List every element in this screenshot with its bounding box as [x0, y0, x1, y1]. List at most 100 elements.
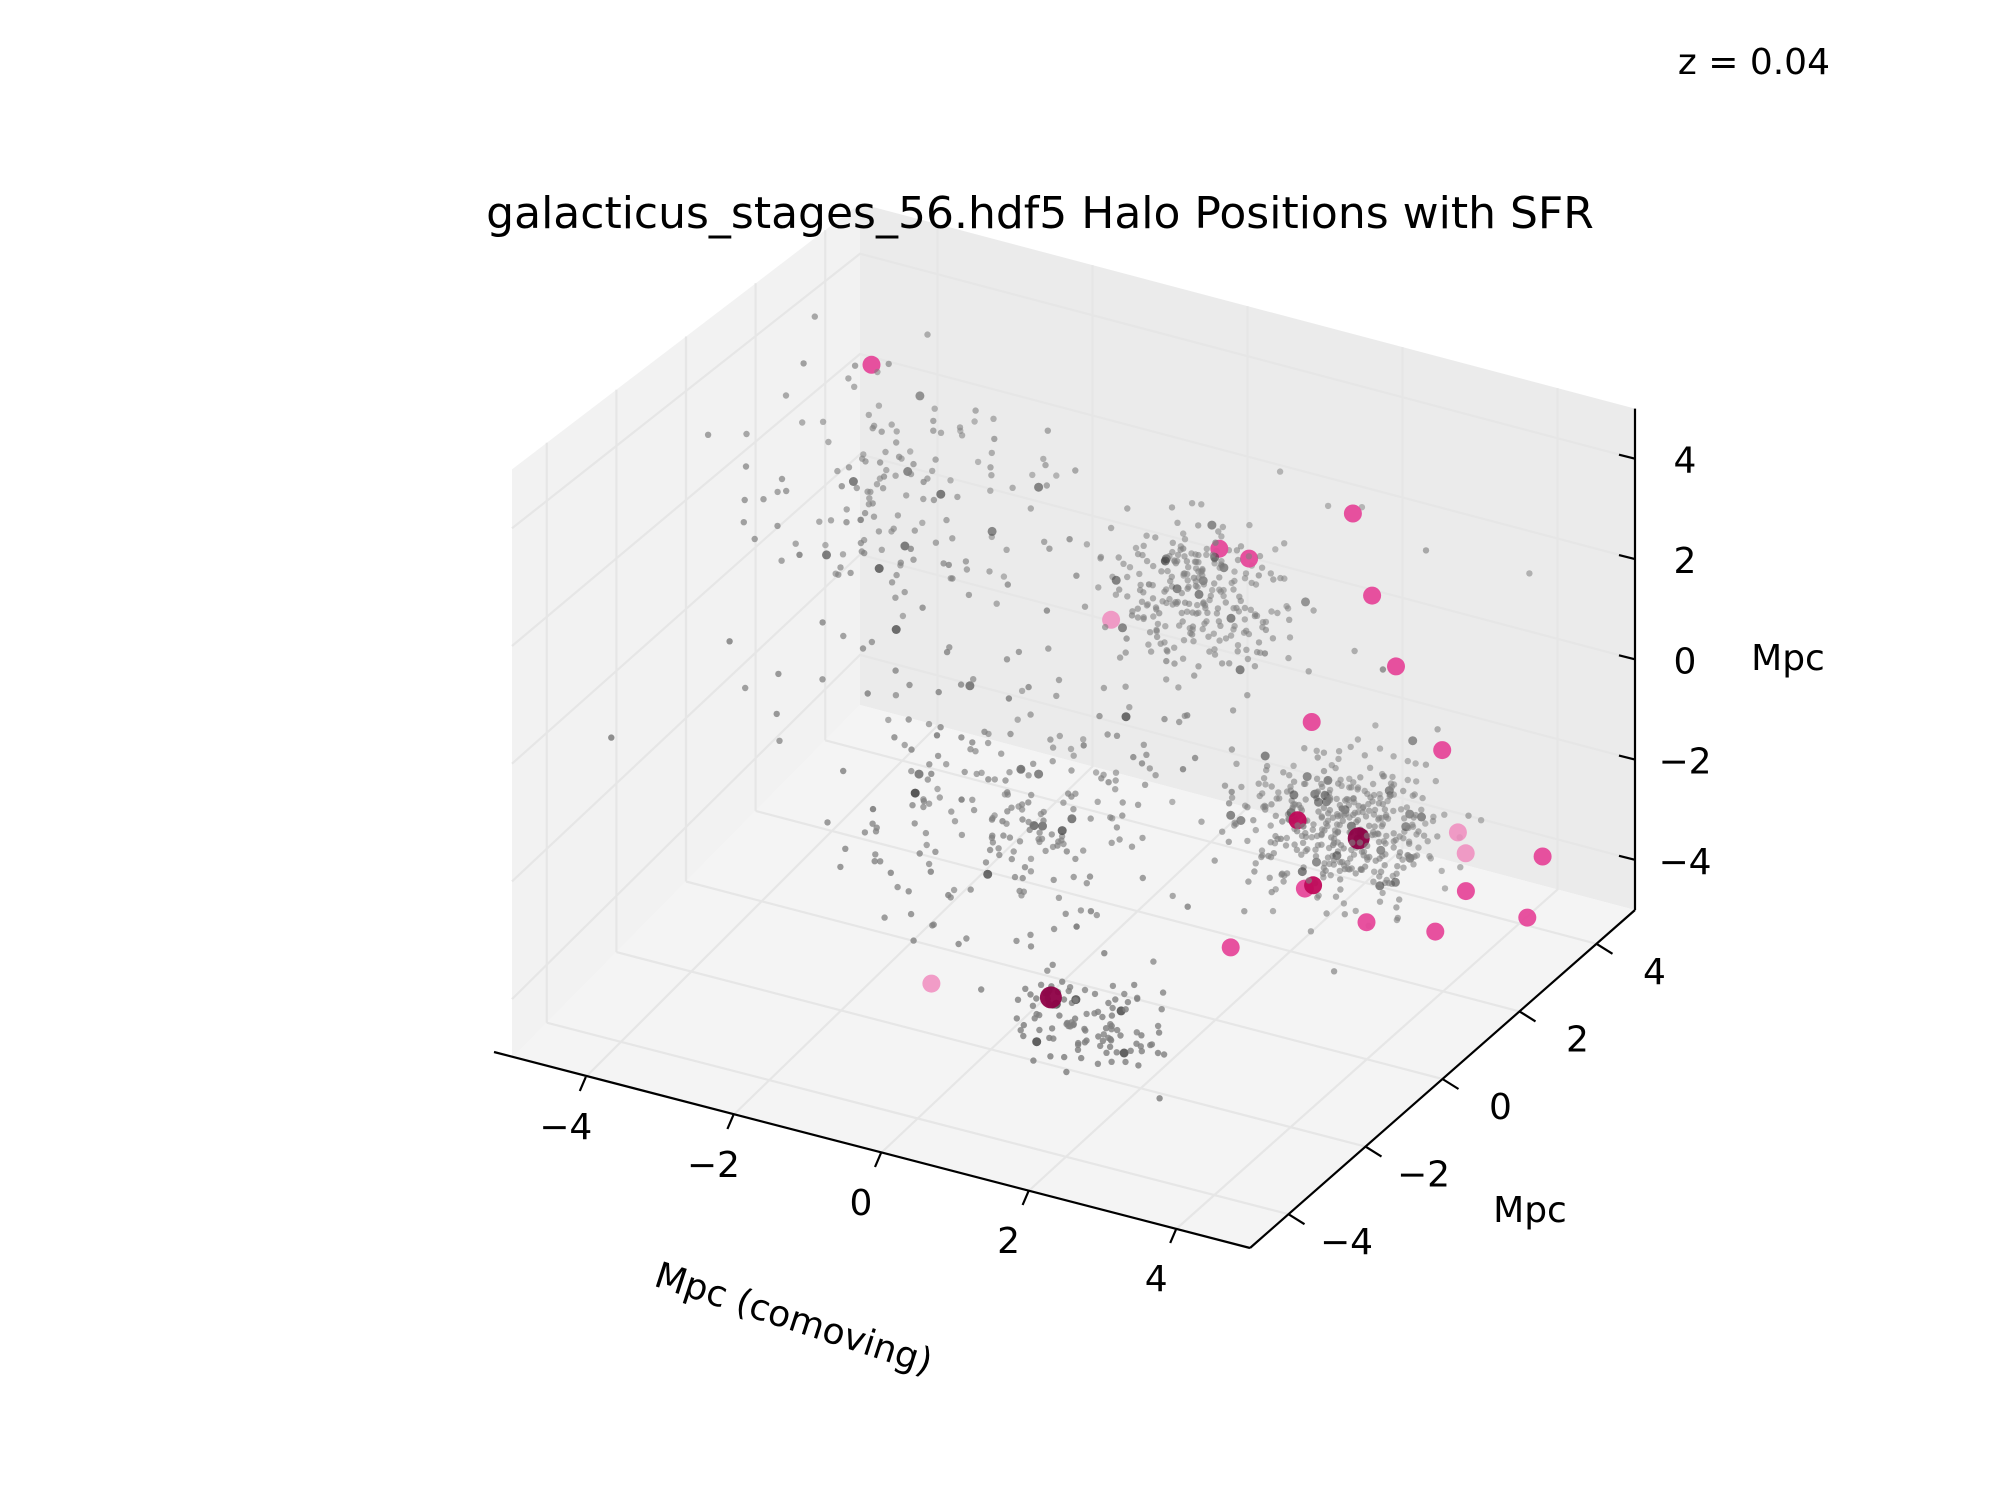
halo-point	[1255, 780, 1262, 787]
halo-point	[1169, 798, 1176, 806]
gridline-x	[1175, 388, 1559, 1230]
halo-point	[1152, 772, 1159, 779]
halo-point	[1040, 455, 1047, 463]
halo-point	[1136, 586, 1144, 594]
halo-point	[1355, 808, 1362, 816]
halo-point	[1189, 609, 1196, 616]
halo-point	[1020, 1021, 1027, 1029]
halo-point	[742, 463, 750, 470]
halo-point	[1325, 810, 1332, 817]
halo-point	[885, 716, 892, 724]
halo-point	[1320, 804, 1328, 812]
halo-point	[894, 512, 902, 519]
halo-point	[1002, 777, 1009, 784]
halo-point	[1379, 770, 1386, 778]
z-tick-label: 4	[1674, 441, 1697, 482]
halo-point	[1262, 618, 1270, 626]
halo-point	[1346, 866, 1353, 873]
halo-point	[1099, 1013, 1106, 1021]
halo-point	[1043, 607, 1051, 614]
halo-point	[972, 748, 979, 755]
halo-point	[1371, 868, 1378, 875]
halo-point	[740, 519, 747, 526]
halo-point	[930, 921, 937, 928]
halo-point	[1049, 744, 1057, 751]
halo-point	[1319, 870, 1327, 877]
halo-point	[1174, 551, 1182, 558]
halo-point	[1375, 838, 1383, 846]
halo-point	[1258, 564, 1266, 571]
halo-point	[1243, 627, 1250, 634]
halo-scatter-points	[608, 313, 1552, 1102]
halo-point	[1216, 574, 1223, 581]
halo-point	[1213, 610, 1221, 617]
halo-point	[943, 648, 951, 656]
halo-point	[742, 684, 749, 692]
halo-point	[915, 391, 925, 401]
halo-point	[1211, 580, 1218, 587]
halo-point	[948, 808, 955, 815]
halo-point	[911, 527, 918, 534]
halo-point	[930, 417, 937, 425]
halo-point	[1049, 961, 1056, 968]
halo-point	[778, 475, 786, 483]
halo-point	[1256, 552, 1264, 560]
halo-point	[1341, 865, 1349, 873]
halo-point	[1408, 854, 1415, 861]
halo-point	[893, 439, 900, 446]
halo-point	[1352, 907, 1359, 915]
halo-point	[1318, 831, 1325, 838]
halo-point	[986, 846, 994, 854]
halo-point	[1060, 799, 1067, 806]
halo-point	[965, 681, 975, 691]
halo-point	[1348, 846, 1355, 853]
halo-point	[947, 477, 954, 484]
halo-point	[987, 487, 994, 494]
halo-point	[1441, 811, 1448, 818]
halo-point	[1016, 887, 1023, 895]
halo-point	[901, 588, 908, 596]
halo-point	[1289, 790, 1299, 800]
halo-point	[1369, 780, 1377, 788]
halo-point	[1281, 540, 1288, 547]
halo-point	[843, 506, 850, 513]
halo-point	[1056, 1012, 1063, 1019]
halo-point	[1143, 602, 1151, 609]
halo-point	[792, 540, 799, 547]
halo-point	[1112, 591, 1120, 598]
halo-point	[1283, 603, 1290, 610]
halo-point	[1183, 558, 1191, 565]
halo-point	[1008, 855, 1015, 863]
halo-point	[1320, 864, 1328, 872]
gridline-z	[511, 352, 1636, 647]
halo-point	[949, 535, 956, 542]
halo-point	[1250, 817, 1257, 824]
halo-point	[903, 492, 910, 499]
halo-point	[1230, 626, 1237, 633]
halo-point	[1195, 663, 1202, 670]
halo-point	[1268, 608, 1275, 615]
halo-point	[1261, 650, 1269, 657]
z-tick-mark	[1618, 754, 1636, 761]
halo-point	[1132, 544, 1140, 552]
halo-point	[905, 716, 912, 723]
halo-point	[1000, 573, 1008, 580]
sfr-halo-point	[1456, 844, 1475, 863]
z-tick-label: −2	[1658, 742, 1711, 783]
halo-point	[1143, 532, 1150, 539]
halo-point	[1000, 832, 1007, 839]
halo-point	[1145, 581, 1153, 588]
halo-point	[907, 448, 914, 455]
halo-point	[1034, 482, 1044, 492]
halo-point	[991, 776, 998, 783]
halo-point	[1124, 593, 1131, 600]
halo-point	[1025, 818, 1032, 826]
halo-point	[1341, 911, 1349, 918]
halo-point	[881, 914, 888, 921]
halo-point	[1109, 982, 1117, 990]
halo-point	[1269, 635, 1277, 642]
halo-point	[875, 402, 883, 409]
halo-point	[1426, 853, 1433, 860]
halo-point	[1266, 874, 1273, 881]
halo-point	[1169, 548, 1176, 556]
